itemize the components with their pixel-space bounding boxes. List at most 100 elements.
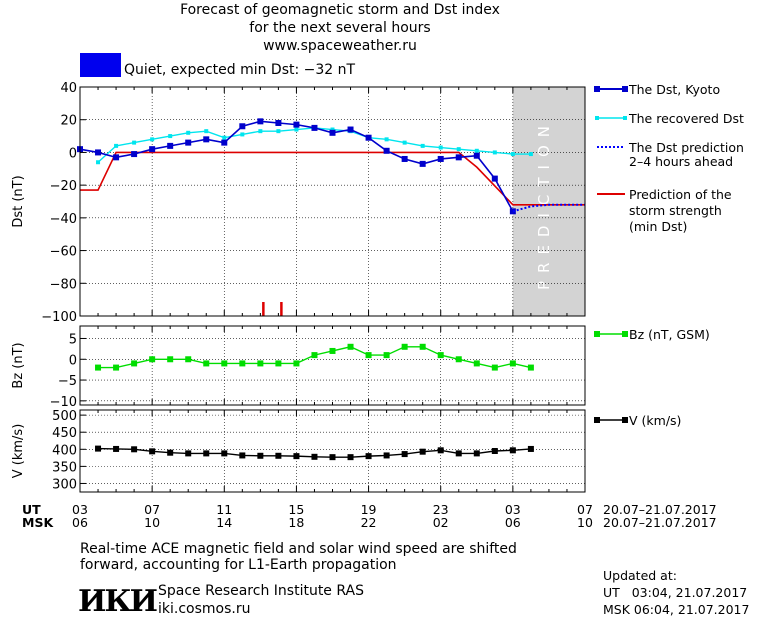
kyoto-dst-point xyxy=(149,146,156,153)
bz-point xyxy=(221,360,228,367)
kyoto-dst-point xyxy=(365,134,372,141)
kyoto-dst-line xyxy=(79,120,514,212)
v-point xyxy=(311,453,318,460)
kyoto-dst-point xyxy=(455,154,462,161)
v-point xyxy=(347,454,354,461)
y-tick-label: 0 xyxy=(69,353,77,368)
recovered-dst-point xyxy=(456,147,461,152)
kyoto-dst-point xyxy=(185,139,192,146)
v-point xyxy=(365,453,372,460)
kyoto-dst-point xyxy=(95,149,102,156)
recovered-dst-point xyxy=(528,152,533,157)
legend-bz-marker xyxy=(622,331,628,337)
kyoto-dst-point xyxy=(275,119,282,126)
kyoto-dst-point xyxy=(347,126,354,133)
kyoto-dst-point xyxy=(257,118,264,125)
ut-tick-label: 03 xyxy=(504,502,521,517)
v-point xyxy=(437,447,444,454)
bz-point xyxy=(95,364,102,371)
recovered-dst-point xyxy=(150,137,155,142)
recovered-dst-point xyxy=(132,140,137,145)
bz-point xyxy=(491,364,498,371)
recovered-dst-point xyxy=(402,140,407,145)
v-point xyxy=(509,447,516,454)
y-tick-label: 350 xyxy=(52,460,77,475)
bz-point xyxy=(311,352,318,359)
bz-point xyxy=(185,356,192,363)
v-point xyxy=(131,446,138,453)
kyoto-dst-point xyxy=(221,139,228,146)
recovered-dst-point xyxy=(492,150,497,155)
v-point xyxy=(167,449,174,456)
v-point xyxy=(221,450,228,457)
legend-recovered-marker xyxy=(595,116,599,120)
v-point xyxy=(527,445,534,452)
ut-tick-label: 15 xyxy=(288,502,305,517)
institute-name: Space Research Institute RAS xyxy=(158,583,364,599)
kyoto-dst-point xyxy=(437,155,444,162)
v-point xyxy=(455,450,462,457)
legend-bz-marker xyxy=(594,331,600,337)
note-line-2: forward, accounting for L1-Earth propaga… xyxy=(80,557,397,573)
legend-prediction-label-2: 2–4 hours ahead xyxy=(629,154,733,169)
iki-logo: ИКИ xyxy=(78,584,158,619)
recovered-dst-point xyxy=(114,143,119,148)
chart-title-line1: Forecast of geomagnetic storm and Dst in… xyxy=(180,2,500,18)
legend-prediction-label-1: The Dst prediction xyxy=(628,140,744,155)
source-url: www.spaceweather.ru xyxy=(263,38,417,54)
recovered-dst-point xyxy=(96,160,101,165)
recovered-dst-point xyxy=(438,145,443,150)
chart-title-line2: for the next several hours xyxy=(249,20,431,36)
legend-storm-label-2: storm strength xyxy=(629,203,722,218)
msk-tick-label: 14 xyxy=(216,515,233,530)
recovered-dst-point xyxy=(240,132,245,137)
updated-ut: UT 03:04, 21.07.2017 xyxy=(603,585,748,600)
legend-v-marker xyxy=(594,417,600,423)
ut-label: UT xyxy=(22,502,41,517)
updated-msk: MSK 06:04, 21.07.2017 xyxy=(603,602,750,617)
y-tick-label: −20 xyxy=(50,179,77,194)
panel-frame xyxy=(79,325,586,406)
v-point xyxy=(239,452,246,459)
msk-tick-label: 06 xyxy=(504,515,521,530)
institute-site[interactable]: iki.cosmos.ru xyxy=(158,601,251,617)
bz-point xyxy=(239,360,246,367)
legend-kyoto-marker xyxy=(622,86,628,92)
y-tick-label: 500 xyxy=(52,409,77,424)
recovered-dst-point xyxy=(474,148,479,153)
y-tick-label: 40 xyxy=(60,81,77,96)
bz-point xyxy=(293,360,300,367)
recovered-dst-point xyxy=(276,129,281,134)
y-tick-label: −10 xyxy=(50,395,77,410)
v-point xyxy=(185,450,192,457)
legend-kyoto-label: The Dst, Kyoto xyxy=(628,82,720,97)
storm-status-swatch xyxy=(80,53,121,77)
dst-prediction-line xyxy=(512,203,585,213)
v-point xyxy=(203,450,210,457)
bz-point xyxy=(275,360,282,367)
kyoto-dst-point xyxy=(113,154,120,161)
legend-storm-label-3: (min Dst) xyxy=(629,219,687,234)
bz-point xyxy=(509,360,516,367)
recovered-dst-point xyxy=(222,135,227,140)
v-point xyxy=(95,445,102,452)
y-tick-label: 20 xyxy=(60,114,77,129)
recovered-dst-point xyxy=(186,130,191,135)
prediction-band xyxy=(512,87,585,316)
legend-v-label: V (km/s) xyxy=(629,413,681,428)
kyoto-dst-point xyxy=(329,129,336,136)
recovered-dst-point xyxy=(258,129,263,134)
y-tick-label: −60 xyxy=(50,245,77,260)
kyoto-dst-point xyxy=(419,160,426,167)
kyoto-dst-point xyxy=(491,175,498,182)
updated-label: Updated at: xyxy=(603,568,677,583)
v-point xyxy=(149,448,156,455)
recovered-dst-point xyxy=(510,152,515,157)
v-point xyxy=(293,453,300,460)
bz-point xyxy=(203,360,210,367)
recovered-dst-point xyxy=(168,134,173,139)
bz-point xyxy=(329,347,336,354)
kyoto-dst-point xyxy=(401,155,408,162)
y-tick-label: −80 xyxy=(50,277,77,292)
bz-point xyxy=(167,356,174,363)
